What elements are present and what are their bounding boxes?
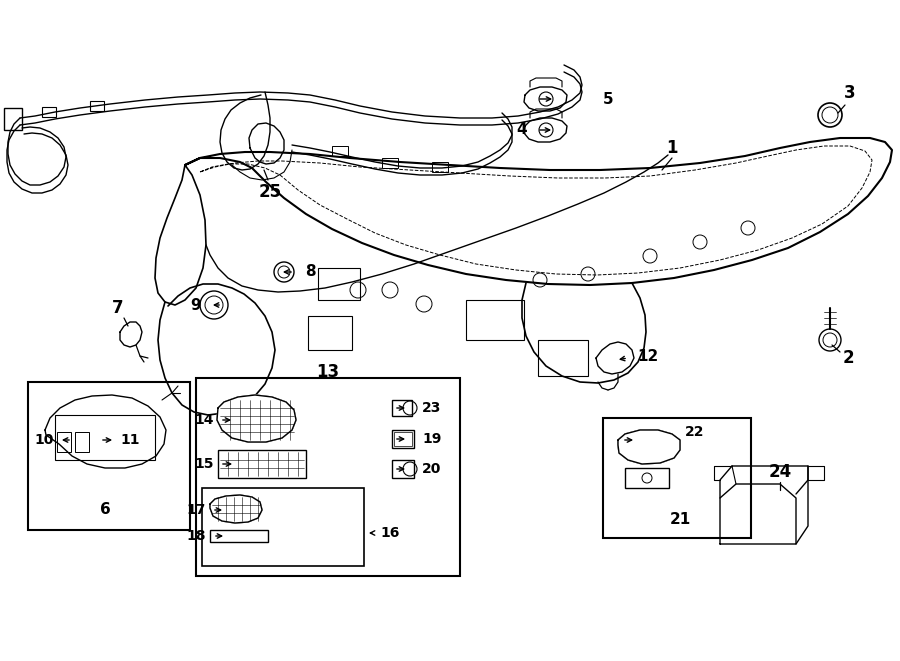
Polygon shape	[210, 495, 262, 523]
Bar	[4, 108, 22, 130]
Bar	[382, 158, 398, 168]
Polygon shape	[618, 430, 680, 464]
Text: 19: 19	[422, 432, 442, 446]
Text: 22: 22	[685, 425, 705, 439]
Text: 8: 8	[305, 264, 315, 280]
Text: 11: 11	[121, 433, 140, 447]
Bar	[538, 340, 588, 376]
Bar	[57, 432, 71, 452]
Bar	[625, 468, 669, 488]
Text: 21: 21	[670, 512, 690, 527]
Text: 2: 2	[842, 349, 854, 367]
Text: 23: 23	[422, 401, 442, 415]
Text: 9: 9	[191, 297, 202, 313]
Bar	[392, 430, 414, 448]
Text: 24: 24	[769, 463, 792, 481]
Bar	[392, 400, 412, 416]
Bar	[332, 146, 348, 156]
Bar	[55, 415, 155, 460]
Bar	[90, 101, 104, 111]
Bar	[603, 418, 751, 538]
Text: 14: 14	[194, 413, 214, 427]
Bar	[466, 300, 524, 340]
Text: 1: 1	[666, 139, 678, 157]
Bar	[432, 162, 448, 172]
Text: 3: 3	[844, 84, 856, 102]
Text: 7: 7	[112, 299, 124, 317]
Bar	[210, 530, 268, 542]
Bar	[318, 268, 360, 300]
Bar	[394, 432, 412, 446]
Text: 4: 4	[517, 122, 527, 137]
Text: 5: 5	[603, 91, 613, 106]
Bar	[392, 460, 414, 478]
Text: 10: 10	[34, 433, 54, 447]
Text: 6: 6	[100, 502, 111, 518]
Polygon shape	[217, 395, 296, 442]
Text: 12: 12	[637, 348, 659, 364]
Bar	[308, 316, 352, 350]
Text: 13: 13	[317, 363, 339, 381]
Bar	[196, 378, 460, 576]
Text: 25: 25	[258, 183, 282, 201]
Text: 17: 17	[186, 503, 206, 517]
Bar	[42, 107, 56, 117]
Text: 18: 18	[186, 529, 206, 543]
Bar	[75, 432, 89, 452]
Bar	[28, 382, 190, 530]
Bar	[218, 450, 306, 478]
Text: 20: 20	[422, 462, 442, 476]
Text: 15: 15	[194, 457, 214, 471]
Bar	[202, 488, 364, 566]
Text: 16: 16	[381, 526, 400, 540]
